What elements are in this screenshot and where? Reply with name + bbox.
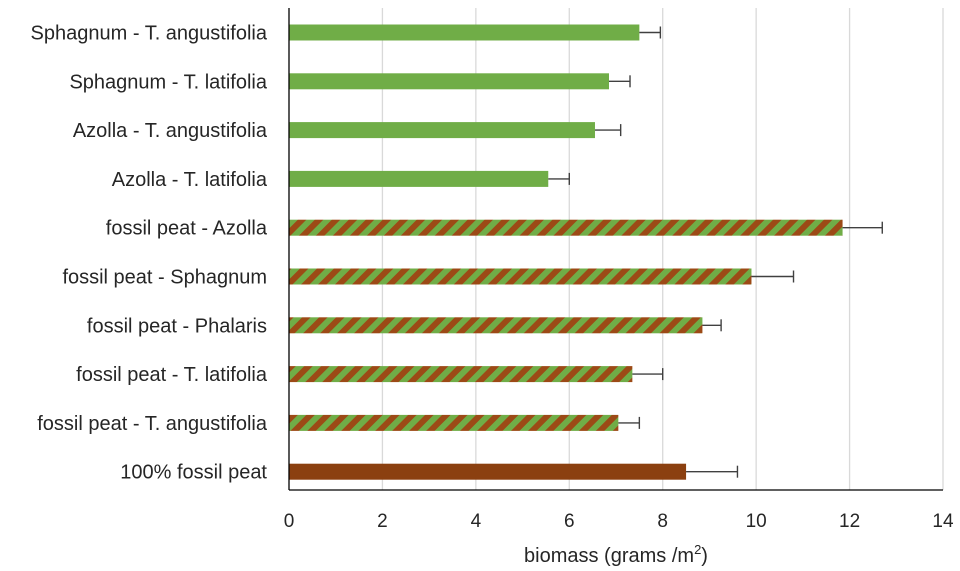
category-label-8: fossil peat - T. latifolia <box>76 364 268 386</box>
x-axis-title-suffix: ) <box>701 545 708 567</box>
error-bar-5 <box>842 221 883 234</box>
error-bar-4 <box>548 172 570 185</box>
bar-7 <box>289 317 703 334</box>
bar-4 <box>289 170 549 187</box>
category-label-5: fossil peat - Azolla <box>106 218 268 240</box>
x-tick-label-4: 4 <box>471 511 482 532</box>
axes <box>288 8 943 491</box>
category-label-3: Azolla - T. angustifolia <box>73 120 268 142</box>
x-axis-title: biomass (grams /m2) <box>524 542 708 567</box>
x-tick-label-14: 14 <box>932 511 954 532</box>
category-label-10: 100% fossil peat <box>120 462 267 484</box>
x-tick-label-12: 12 <box>839 511 860 532</box>
category-label-7: fossil peat - Phalaris <box>87 315 267 337</box>
x-tick-label-6: 6 <box>564 511 575 532</box>
category-label-1: Sphagnum - T. angustifolia <box>31 23 268 45</box>
category-labels: Sphagnum - T. angustifolia Sphagnum - T. … <box>31 23 268 484</box>
x-axis-title-main: biomass (grams /m <box>524 545 694 567</box>
category-label-6: fossil peat - Sphagnum <box>62 267 267 289</box>
error-bar-10 <box>686 465 739 478</box>
x-tick-label-2: 2 <box>377 511 388 532</box>
error-bar-8 <box>632 368 664 381</box>
bar-8 <box>289 366 633 383</box>
x-tick-label-10: 10 <box>746 511 767 532</box>
bar-2 <box>289 73 609 90</box>
category-label-2: Sphagnum - T. latifolia <box>69 71 267 93</box>
error-bar-3 <box>594 124 622 137</box>
bar-6 <box>289 268 752 285</box>
error-bar-9 <box>618 416 641 429</box>
bar-5 <box>289 219 843 236</box>
bar-3 <box>289 122 595 139</box>
bar-10 <box>289 463 687 480</box>
bars <box>289 24 843 480</box>
bar-9 <box>289 414 619 431</box>
category-label-9: fossil peat - T. angustifolia <box>37 413 268 435</box>
x-tick-label-8: 8 <box>657 511 668 532</box>
error-bar-7 <box>702 319 722 332</box>
x-axis-title-superscript: 2 <box>694 542 701 557</box>
error-bar-1 <box>639 26 662 39</box>
x-tick-labels: 0 2 4 6 8 10 12 14 <box>284 511 954 532</box>
error-bars <box>548 26 883 478</box>
category-label-4: Azolla - T. latifolia <box>112 169 268 191</box>
error-bar-6 <box>751 270 795 283</box>
error-bar-2 <box>608 75 631 88</box>
bar-1 <box>289 24 640 41</box>
x-tick-label-0: 0 <box>284 511 295 532</box>
